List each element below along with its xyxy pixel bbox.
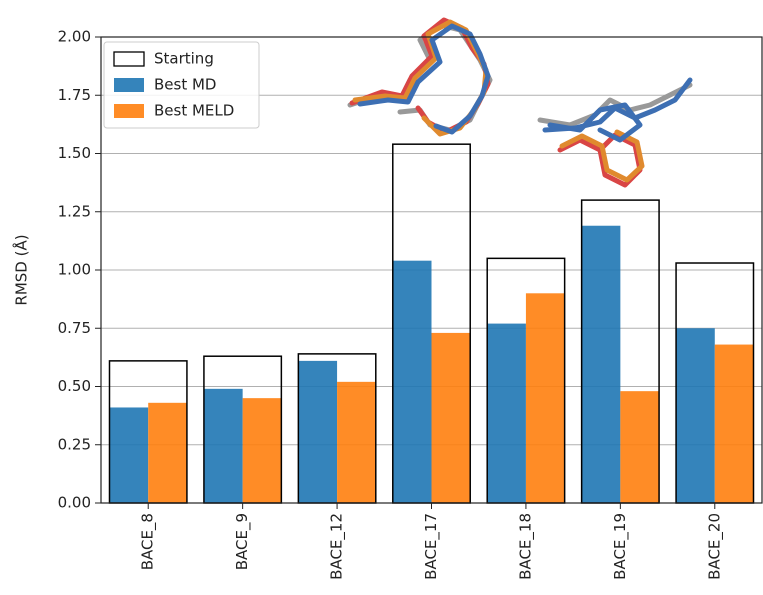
x-tick-label: BACE_18 [516,513,535,580]
y-tick-label: 0.25 [58,435,91,453]
x-tick-label: BACE_12 [328,513,347,580]
y-tick-label: 0.50 [58,377,91,395]
bar [525,293,565,503]
legend-label: Best MD [154,76,216,94]
bar [620,391,660,503]
bar [148,402,187,503]
bar [487,323,526,503]
bar [242,398,282,503]
plot-frame [100,36,763,504]
y-tick-label: 0.00 [58,494,91,512]
bar [337,381,376,503]
bar [676,328,715,503]
bar [714,344,754,503]
bar [109,407,149,503]
x-tick-label: BACE_8 [139,513,158,570]
y-tick-label: 1.75 [58,86,91,104]
y-tick-label: 1.50 [58,144,91,162]
y-tick-label: 1.00 [58,261,91,279]
molecule-image [347,17,693,188]
y-axis-label: RMSD (Å) [12,234,31,305]
bar [431,332,471,503]
legend-swatch [113,51,145,67]
legend-swatch [114,78,144,92]
x-tick-label: BACE_20 [705,513,724,580]
x-tick-label: BACE_19 [611,513,630,580]
y-tick-label: 2.00 [58,28,91,46]
x-tick-label: BACE_17 [422,513,441,580]
x-tick-label: BACE_9 [233,513,252,570]
y-tick-label: 1.25 [58,202,91,220]
y-tick-label: 0.75 [58,319,91,337]
legend-label: Starting [154,50,214,68]
bar [203,388,243,503]
bar [298,360,338,503]
bar [392,260,432,503]
bar [581,225,621,504]
legend-label: Best MELD [154,102,234,120]
legend: Starting Best MD Best MELD [103,41,260,129]
legend-swatch [114,104,144,118]
